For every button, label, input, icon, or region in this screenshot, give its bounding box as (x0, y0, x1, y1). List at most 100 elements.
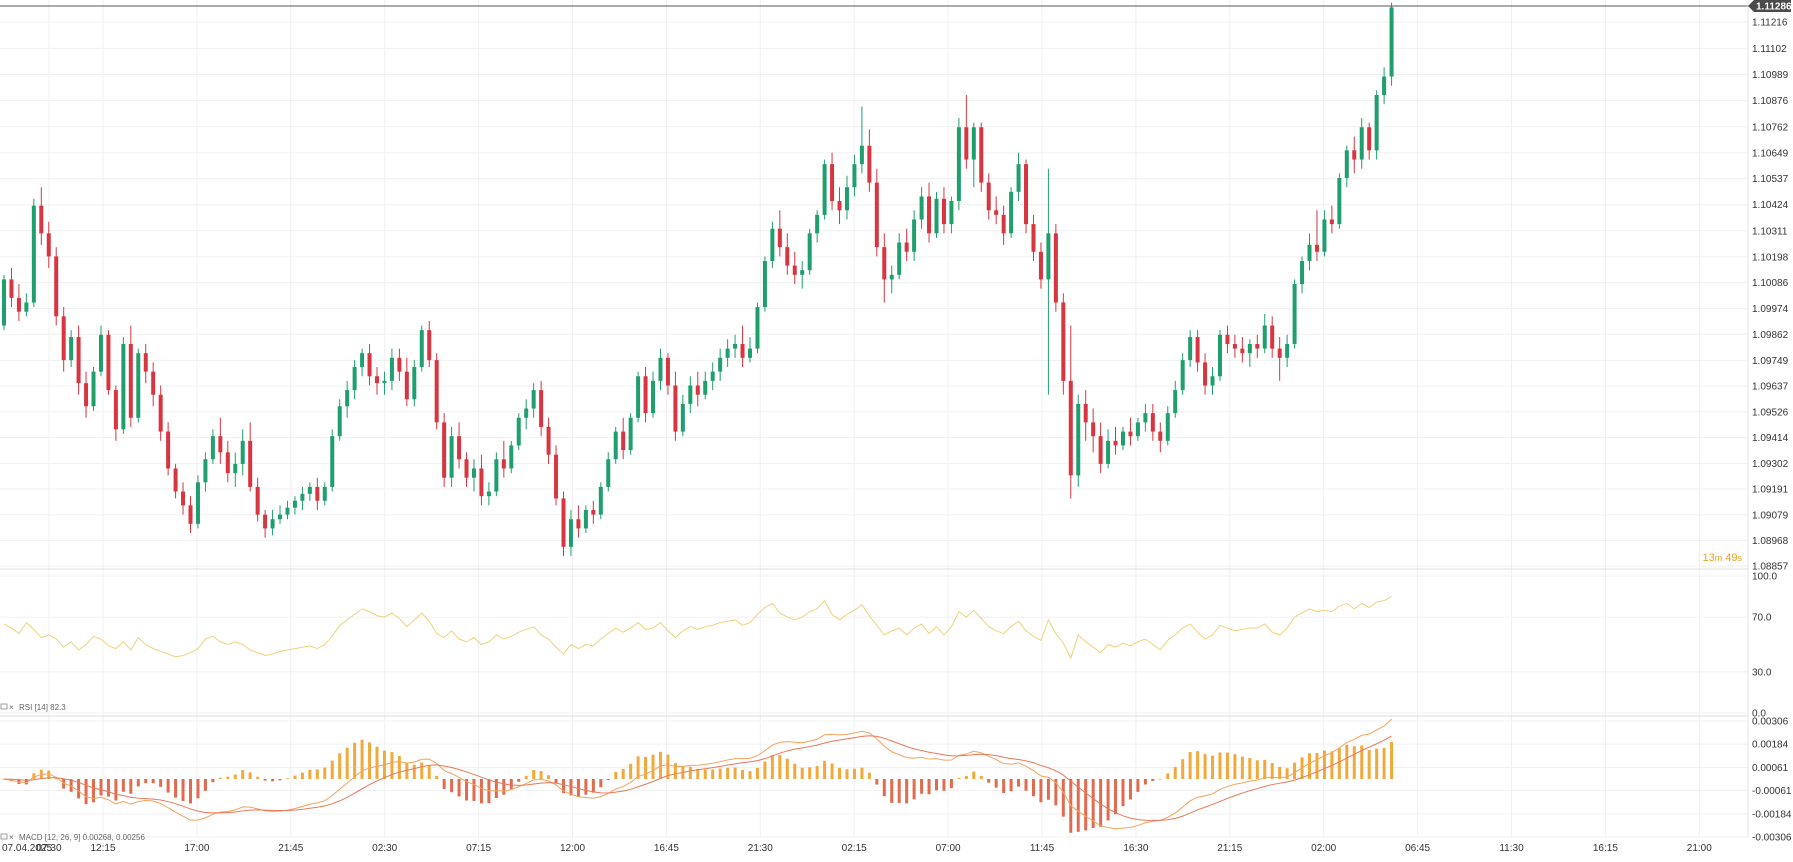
candle[interactable] (1247, 339, 1252, 368)
candle[interactable] (1329, 205, 1334, 234)
candle[interactable] (1068, 325, 1073, 499)
candle[interactable] (54, 247, 59, 326)
candle[interactable] (1255, 334, 1260, 358)
candle[interactable] (1232, 334, 1237, 358)
candle[interactable] (255, 477, 260, 522)
candle[interactable] (1165, 406, 1170, 446)
candle[interactable] (941, 187, 946, 234)
candle[interactable] (1203, 353, 1208, 395)
candle[interactable] (516, 413, 521, 451)
candle[interactable] (1210, 367, 1215, 395)
candle[interactable] (16, 284, 21, 321)
candle[interactable] (464, 452, 469, 487)
candle[interactable] (889, 265, 894, 294)
candle[interactable] (181, 482, 186, 515)
candle[interactable] (897, 233, 902, 280)
candle[interactable] (800, 260, 805, 289)
candle[interactable] (949, 196, 954, 234)
candle[interactable] (1352, 136, 1357, 174)
candle[interactable] (158, 385, 163, 441)
candle[interactable] (852, 154, 857, 197)
candle[interactable] (703, 371, 708, 400)
candle[interactable] (1307, 233, 1312, 271)
candle[interactable] (1188, 330, 1193, 368)
candle[interactable] (770, 221, 775, 268)
candle[interactable] (285, 500, 290, 520)
candle[interactable] (598, 482, 603, 520)
candle[interactable] (621, 417, 626, 460)
candle[interactable] (307, 482, 312, 501)
candle[interactable] (1240, 337, 1245, 363)
candle[interactable] (1359, 118, 1364, 169)
candle[interactable] (927, 182, 932, 243)
candle[interactable] (912, 210, 917, 261)
candle[interactable] (367, 343, 372, 386)
candle[interactable] (568, 509, 573, 557)
candle[interactable] (360, 348, 365, 377)
candle[interactable] (979, 122, 984, 192)
candle[interactable] (606, 452, 611, 492)
candle[interactable] (1158, 422, 1163, 453)
candle[interactable] (225, 440, 230, 483)
candle[interactable] (1367, 122, 1372, 160)
candle[interactable] (524, 399, 529, 430)
candle[interactable] (1046, 168, 1051, 395)
candle[interactable] (971, 122, 976, 188)
candle[interactable] (1038, 242, 1043, 289)
candle[interactable] (389, 348, 394, 391)
macd-close-icon[interactable]: × (9, 833, 14, 842)
candle[interactable] (76, 325, 81, 395)
candle[interactable] (457, 422, 462, 469)
candle[interactable] (1344, 145, 1349, 188)
candle[interactable] (1217, 330, 1222, 381)
rsi-close-icon[interactable]: × (9, 703, 14, 712)
candle[interactable] (628, 413, 633, 455)
rsi-indicator-label[interactable]: × RSI [14] 82.3 (0, 703, 66, 712)
candle[interactable] (151, 362, 156, 407)
candle[interactable] (1322, 210, 1327, 257)
candle[interactable] (576, 505, 581, 538)
candle[interactable] (695, 371, 700, 407)
rsi-settings-icon[interactable] (0, 703, 8, 710)
candle[interactable] (748, 337, 752, 363)
candle[interactable] (1180, 353, 1185, 395)
candle[interactable] (815, 210, 820, 243)
candle[interactable] (337, 399, 342, 441)
candle[interactable] (442, 413, 447, 487)
candle[interactable] (733, 334, 738, 358)
candle[interactable] (427, 320, 432, 368)
candle[interactable] (121, 337, 126, 434)
candle[interactable] (1121, 426, 1125, 451)
candle[interactable] (352, 360, 357, 400)
candle[interactable] (874, 168, 879, 257)
candle[interactable] (1285, 334, 1290, 368)
candle[interactable] (278, 505, 283, 524)
candle[interactable] (322, 482, 327, 506)
candle[interactable] (494, 452, 499, 497)
candle[interactable] (1292, 279, 1297, 349)
candle[interactable] (531, 383, 536, 418)
candle[interactable] (69, 330, 74, 368)
macd-settings-icon[interactable] (0, 833, 8, 840)
candle[interactable] (613, 426, 618, 464)
candle[interactable] (561, 491, 566, 557)
candle[interactable] (785, 233, 790, 275)
candle[interactable] (270, 509, 275, 536)
candle[interactable] (1061, 293, 1066, 395)
candle[interactable] (725, 339, 730, 368)
macd-indicator-label[interactable]: × MACD [12, 26, 9] 0.00268, 0.00256 (0, 833, 145, 842)
candle[interactable] (248, 422, 253, 492)
candle[interactable] (777, 210, 782, 257)
candle[interactable] (1098, 422, 1103, 474)
candle[interactable] (173, 463, 178, 499)
candle[interactable] (98, 325, 103, 377)
candle[interactable] (688, 376, 693, 414)
candle[interactable] (904, 228, 909, 261)
candle[interactable] (867, 129, 872, 192)
candle[interactable] (397, 348, 402, 381)
candle[interactable] (591, 500, 596, 524)
candle[interactable] (710, 362, 715, 391)
candle[interactable] (1382, 67, 1387, 105)
candle[interactable] (554, 445, 559, 506)
candle[interactable] (1076, 394, 1081, 487)
